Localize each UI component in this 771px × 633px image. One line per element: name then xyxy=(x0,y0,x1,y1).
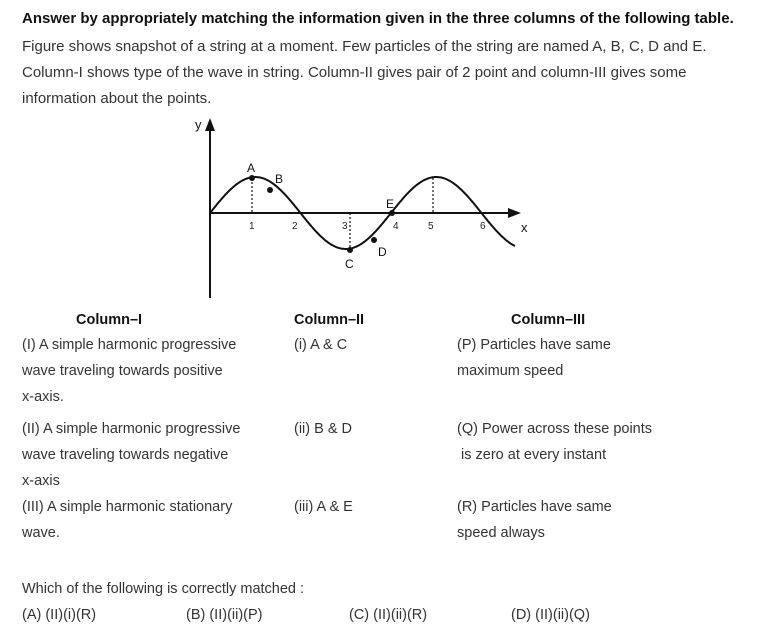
option-b[interactable]: (B) (II)(ii)(P) xyxy=(186,607,263,623)
x-axis-label: x xyxy=(521,220,528,235)
option-a[interactable]: (A) (II)(i)(R) xyxy=(22,607,97,623)
col2-row2: (ii) B & D xyxy=(294,421,352,437)
y-axis-label: y xyxy=(195,117,202,132)
tick-label-1: 1 xyxy=(249,221,255,232)
question-line-3: information about the points. xyxy=(22,90,212,107)
col1-row3-line1: (III) A simple harmonic stationary xyxy=(22,499,233,515)
tick-label-4: 4 xyxy=(393,221,399,232)
point-c-dot xyxy=(347,247,353,253)
option-d[interactable]: (D) (II)(ii)(Q) xyxy=(511,607,590,623)
question-title: Answer by appropriately matching the inf… xyxy=(22,10,734,27)
column-3-header: Column–III xyxy=(511,312,586,328)
point-e-label: E xyxy=(386,197,394,211)
col1-row3-line2: wave. xyxy=(22,525,60,541)
point-e-dot xyxy=(389,210,395,216)
col2-row1: (i) A & C xyxy=(294,337,348,353)
col3-row3-line1: (R) Particles have same xyxy=(457,499,612,515)
x-axis-arrow-icon xyxy=(508,208,521,218)
y-axis-arrow-icon xyxy=(205,118,215,131)
col2-row3: (iii) A & E xyxy=(294,499,353,515)
col1-row2-line2: wave traveling towards negative xyxy=(22,447,229,463)
point-b-dot xyxy=(267,187,273,193)
point-d-dot xyxy=(371,237,377,243)
col1-row1-line1: (I) A simple harmonic progressive xyxy=(22,337,237,353)
wave-curve xyxy=(209,176,516,250)
col1-row1-line3: x-axis. xyxy=(22,389,64,405)
col3-row2-line2: is zero at every instant xyxy=(457,447,607,463)
tick-label-5: 5 xyxy=(428,221,434,232)
point-c-label: C xyxy=(345,257,354,271)
point-a-dot xyxy=(249,175,255,181)
tick-label-2: 2 xyxy=(292,221,298,232)
question-line-2: Column-I shows type of the wave in strin… xyxy=(22,64,687,81)
col3-row1-line1: (P) Particles have same xyxy=(457,337,611,353)
col1-row2-line1: (II) A simple harmonic progressive xyxy=(22,421,241,437)
point-b-label: B xyxy=(275,172,283,186)
answer-prompt: Which of the following is correctly matc… xyxy=(22,581,305,597)
tick-label-6: 6 xyxy=(480,221,486,232)
column-2-header: Column–II xyxy=(294,312,365,328)
col3-row2-line1: (Q) Power across these points xyxy=(457,421,653,437)
col3-row3-line2: speed always xyxy=(457,525,545,541)
question-line-1: Figure shows snapshot of a string at a m… xyxy=(22,38,707,55)
tick-label-3: 3 xyxy=(342,221,348,232)
column-1-header: Column–I xyxy=(76,312,143,328)
option-c[interactable]: (C) (II)(ii)(R) xyxy=(349,607,428,623)
point-d-label: D xyxy=(378,245,387,259)
col1-row1-line2: wave traveling towards positive xyxy=(22,363,223,379)
col3-row1-line2: maximum speed xyxy=(457,363,564,379)
col1-row2-line3: x-axis xyxy=(22,473,60,489)
point-a-label: A xyxy=(247,161,255,175)
